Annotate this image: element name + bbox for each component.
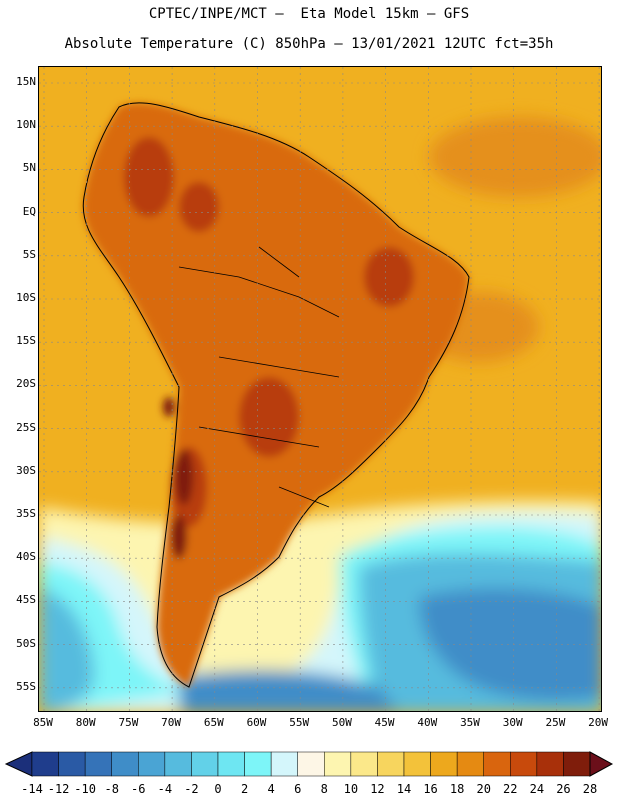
colorbar-tick-label: 12 xyxy=(370,782,385,796)
lon-label: 80W xyxy=(75,716,96,729)
colorbar xyxy=(4,751,614,777)
lon-label: 30W xyxy=(502,716,523,729)
colorbar-tick-label: -14 xyxy=(21,782,43,796)
colorbar-tick-label: 26 xyxy=(556,782,571,796)
lat-label: 35S xyxy=(16,507,36,520)
chart-title-line1: CPTEC/INPE/MCT – Eta Model 15km – GFS xyxy=(148,6,470,22)
colorbar-bin xyxy=(244,751,272,777)
colorbar-tick-label: -4 xyxy=(157,782,173,796)
colorbar-bin xyxy=(31,751,59,777)
colorbar-bin xyxy=(324,751,352,777)
south-america-coastline xyxy=(82,102,470,688)
colorbar-tick-label: 16 xyxy=(423,782,438,796)
colorbar-bin xyxy=(403,751,431,777)
colorbar-bin xyxy=(510,751,538,777)
colorbar-tick-label: 0 xyxy=(214,782,222,796)
colorbar-tick-label: -6 xyxy=(131,782,146,796)
colorbar-tick-label: -10 xyxy=(74,782,96,796)
colorbar-tick-label: -8 xyxy=(104,782,119,796)
lon-label: 50W xyxy=(331,716,352,729)
lat-label: 10S xyxy=(16,291,36,304)
lon-label: 65W xyxy=(203,716,224,729)
colorbar-bin xyxy=(297,751,325,777)
colorbar-bin xyxy=(377,751,405,777)
lon-label: 20W xyxy=(588,716,609,729)
lon-label: 60W xyxy=(246,716,267,729)
colorbar-bin xyxy=(563,751,591,777)
lon-label: 45W xyxy=(374,716,395,729)
lon-label: 25W xyxy=(545,716,566,729)
lat-label: 50S xyxy=(16,636,36,650)
lon-label: 70W xyxy=(161,716,182,729)
colorbar-bin xyxy=(430,751,458,777)
lat-label: 45S xyxy=(16,593,36,607)
lat-label: 55S xyxy=(16,679,36,693)
colorbar-right-arrow xyxy=(589,751,614,777)
colorbar-tick-label: -2 xyxy=(184,782,199,796)
colorbar-tick-label: 20 xyxy=(476,782,491,796)
colorbar-tick-label: 22 xyxy=(503,782,518,796)
lat-label: EQ xyxy=(22,204,36,218)
lat-label: 20S xyxy=(16,377,36,391)
colorbar-bin xyxy=(84,751,112,777)
lon-label: 40W xyxy=(417,716,438,729)
chart-title-line2: Absolute Temperature (C) 850hPa – 13/01/… xyxy=(64,36,554,52)
temperature-map xyxy=(38,66,602,712)
colorbar-tick-label: 4 xyxy=(267,782,275,796)
colorbar-bin xyxy=(58,751,86,777)
colorbar-bin xyxy=(350,751,378,777)
lon-label: 85W xyxy=(33,716,53,729)
colorbar-tick-label: 2 xyxy=(240,782,249,796)
colorbar-tick-label: 18 xyxy=(449,782,465,796)
colorbar-tick-label: 10 xyxy=(343,782,359,796)
colorbar-left-arrow xyxy=(4,751,33,777)
colorbar-bin xyxy=(536,751,564,777)
colorbar-bin xyxy=(111,751,139,777)
map-canvas xyxy=(39,67,601,711)
graticule xyxy=(39,67,601,711)
lat-label: 5N xyxy=(22,161,36,175)
colorbar-bin xyxy=(164,751,192,777)
lon-label: 55W xyxy=(289,716,310,729)
colorbar-tick-label: -12 xyxy=(47,782,70,796)
colorbar-bin xyxy=(191,751,219,777)
lat-label: 30S xyxy=(16,463,36,477)
colorbar-tick-label: 24 xyxy=(529,782,545,796)
lat-label: 15N xyxy=(16,75,36,88)
colorbar-bin xyxy=(217,751,245,777)
lat-label: 15S xyxy=(16,334,36,348)
colorbar-bin xyxy=(483,751,511,777)
lon-label: 75W xyxy=(118,716,139,729)
lon-label: 35W xyxy=(460,716,480,729)
colorbar-tick-label: 8 xyxy=(320,782,328,796)
colorbar-tick-label: 6 xyxy=(294,782,302,796)
colorbar-tick-label: 28 xyxy=(582,782,598,796)
lat-label: 25S xyxy=(16,420,36,434)
colorbar-bin xyxy=(138,751,166,777)
country-borders xyxy=(178,246,340,508)
colorbar-bin xyxy=(270,751,298,777)
lat-label: 40S xyxy=(16,550,36,564)
colorbar-bin xyxy=(456,751,484,777)
colorbar-tick-label: 14 xyxy=(396,782,412,796)
lat-label: 10N xyxy=(16,118,36,132)
lat-label: 5S xyxy=(22,247,36,261)
